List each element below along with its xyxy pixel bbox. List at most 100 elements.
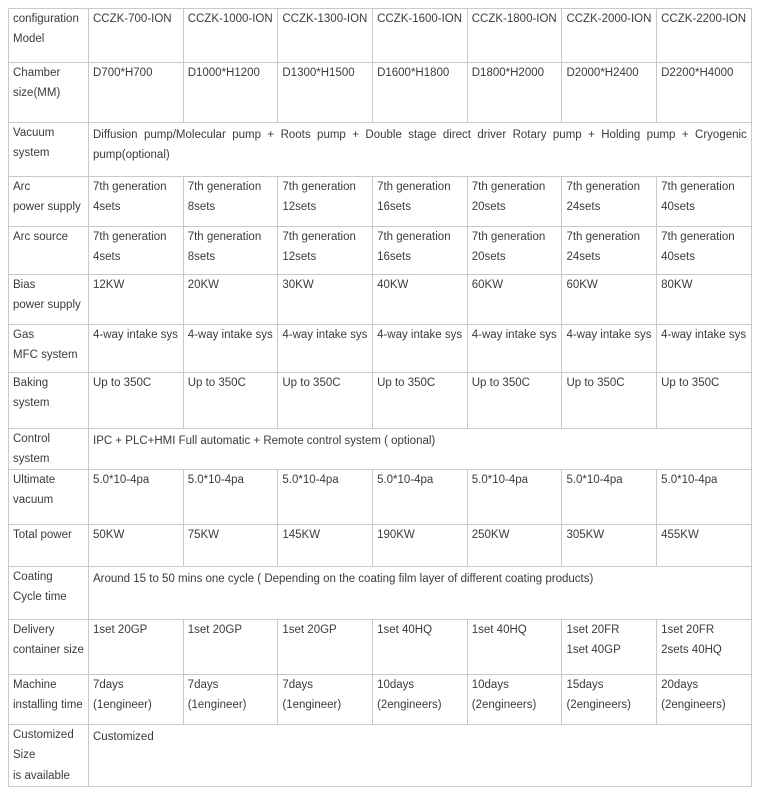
cell-line: 80KW — [661, 279, 693, 291]
cell-line: 4-way intake sys — [661, 329, 747, 341]
cell-line: 20sets — [471, 251, 506, 264]
row-value-baking-system-4: Up to 350C — [372, 372, 468, 429]
cell-line: 4-way intake sys — [93, 329, 179, 341]
row-value-arc-source-1: 7th generation 4sets — [88, 226, 184, 275]
row-value-gas-mfc-system-4: 4-way intake sys — [372, 324, 468, 373]
cell-line: D1600*H1800 — [377, 67, 450, 79]
cell-line: Up to 350C — [282, 377, 341, 389]
row-value-arc-source-2: 7th generation 8sets — [182, 226, 279, 275]
row-value-total-power-2: 75KW — [182, 524, 279, 568]
cell-line: 7th generation — [661, 231, 735, 243]
cell-line: 5.0*10-4pa — [566, 474, 623, 487]
cell-line: CCZK-2000-ION — [566, 13, 652, 25]
row-value-arc-power-supply-3: 7th generation 12sets — [277, 176, 374, 227]
cell-line: 1set 40GP — [566, 644, 621, 657]
row-value-delivery-container-size-5: 1set 40HQ — [466, 619, 563, 676]
cell-line: 24sets — [566, 251, 601, 264]
row-value-chamber-size-1: D700*H700 — [88, 62, 184, 123]
cell-line: 12sets — [282, 251, 317, 264]
row-value-arc-source-3: 7th generation 12sets — [277, 226, 374, 275]
cell-line: 4-way intake sys — [566, 329, 652, 341]
row-value-machine-installing-time-7: 20days (2engineers) — [656, 674, 752, 726]
table-row-vacuum-system: Vacuum system Diffusion pump/Molecular pum… — [8, 122, 752, 177]
cell-line: 250KW — [471, 529, 510, 542]
row-value-ultimate-vacuum-5: 5.0*10-4pa — [466, 469, 563, 526]
cell-line: 7th generation — [377, 181, 451, 193]
row-value-gas-mfc-system-1: 4-way intake sys — [88, 324, 184, 373]
row-value-baking-system-3: Up to 350C — [277, 372, 374, 429]
table-header-row: configuration Model CCZK-700-ION CCZK-1000-… — [8, 8, 752, 63]
cell-line: Vacuum — [13, 127, 55, 139]
header-model-2: CCZK-1000-ION — [182, 8, 279, 63]
row-label-arc-source: Arc source — [8, 226, 89, 275]
row-value-delivery-container-size-3: 1set 20GP — [277, 619, 374, 676]
row-value-total-power-4: 190KW — [372, 524, 468, 568]
cell-line: MFC system — [13, 349, 78, 362]
row-label-chamber-size: Chamber size(MM) — [8, 62, 89, 123]
cell-line: 1set 20GP — [93, 624, 148, 637]
header-model-7: CCZK-2200-ION — [656, 8, 752, 63]
cell-line: Bias — [13, 279, 36, 291]
row-label-baking-system: Baking system — [8, 372, 89, 429]
row-value-gas-mfc-system-7: 4-way intake sys — [656, 324, 752, 373]
table-row-delivery-container-size: Delivery container size 1set 20GP 1set 20GP… — [8, 619, 752, 676]
header-model-4: CCZK-1600-ION — [372, 8, 468, 63]
cell-line: D1300*H1500 — [282, 67, 355, 79]
cell-line: 8sets — [187, 201, 216, 214]
row-value-customized-size: Customized — [88, 724, 752, 787]
row-value-total-power-5: 250KW — [466, 524, 563, 568]
cell-line: Up to 350C — [187, 377, 246, 389]
cell-line: 7th generation — [282, 181, 356, 193]
row-label-total-power: Total power — [8, 524, 89, 568]
cell-line: 305KW — [566, 529, 605, 542]
row-value-machine-installing-time-4: 10days (2engineers) — [372, 674, 468, 726]
cell-line: 5.0*10-4pa — [377, 474, 434, 487]
cell-line: 7th generation — [93, 181, 167, 193]
cell-line: 5.0*10-4pa — [282, 474, 339, 487]
row-value-ultimate-vacuum-4: 5.0*10-4pa — [372, 469, 468, 526]
row-value-total-power-3: 145KW — [277, 524, 374, 568]
cell-line: 5.0*10-4pa — [187, 474, 244, 487]
row-value-arc-power-supply-1: 7th generation 4sets — [88, 176, 184, 227]
cell-line: 1set 40HQ — [377, 624, 433, 637]
cell-line: configuration — [13, 13, 79, 25]
cell-line: 20KW — [187, 279, 220, 291]
header-model-5: CCZK-1800-ION — [466, 8, 563, 63]
cell-line: 12sets — [282, 201, 317, 214]
row-value-arc-source-5: 7th generation 20sets — [466, 226, 563, 275]
header-model-6: CCZK-2000-ION — [561, 8, 658, 63]
table-row-chamber-size: Chamber size(MM) D700*H700 D1000*H1200 D1300… — [8, 62, 752, 123]
cell-line: 60KW — [566, 279, 598, 291]
cell-line: D2000*H2400 — [566, 67, 639, 79]
cell-line: 15days — [566, 679, 604, 692]
row-label-delivery-container-size: Delivery container size — [8, 619, 89, 676]
cell-line: installing time — [13, 699, 83, 712]
cell-line: 10days — [377, 679, 415, 692]
cell-line: CCZK-1000-ION — [187, 13, 273, 25]
cell-line: CCZK-1600-ION — [377, 13, 463, 25]
cell-line: Up to 350C — [566, 377, 625, 389]
row-value-chamber-size-6: D2000*H2400 — [561, 62, 658, 123]
table-row-total-power: Total power 50KW 75KW 145KW 190KW 250KW 305KW 4… — [8, 524, 752, 568]
cell-line: 30KW — [282, 279, 314, 291]
cell-line: (2engineers) — [377, 699, 442, 712]
cell-line: 7th generation — [471, 181, 546, 193]
cell-line: Customized — [13, 729, 74, 742]
cell-line: power supply — [13, 299, 81, 312]
cell-line: CCZK-1300-ION — [282, 13, 368, 25]
cell-line: 40KW — [377, 279, 409, 291]
cell-line: is available — [13, 769, 70, 782]
row-label-ultimate-vacuum: Ultimate vacuum — [8, 469, 89, 526]
row-label-customized-size: Customized Size is available — [8, 724, 89, 787]
header-model-1: CCZK-700-ION — [88, 8, 184, 63]
table-row-customized-size: Customized Size is available Customized — [8, 724, 752, 787]
cell-line: Total power — [13, 529, 72, 542]
cell-line: Diffusion pump/Molecular pump + Roots pu… — [93, 129, 747, 162]
row-value-delivery-container-size-2: 1set 20GP — [182, 619, 279, 676]
cell-line: 4sets — [93, 201, 121, 214]
cell-line: power supply — [13, 201, 81, 214]
row-value-machine-installing-time-1: 7days (1engineer) — [88, 674, 184, 726]
cell-line: 8sets — [187, 251, 216, 264]
cell-line: 7th generation — [282, 231, 356, 243]
